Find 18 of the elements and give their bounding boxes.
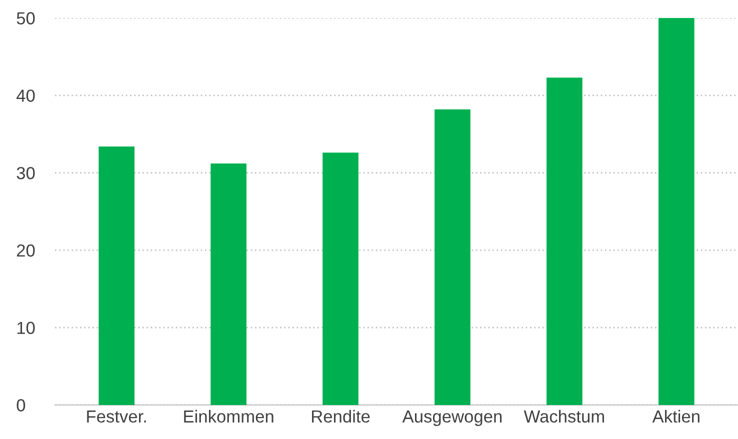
bar	[98, 146, 134, 405]
x-tick-label: Festver.	[87, 410, 146, 423]
y-tick-label: 40	[16, 90, 35, 102]
y-tick-label: 30	[16, 166, 35, 180]
x-tick-label: Ausgewogen	[402, 410, 502, 426]
bar	[210, 164, 246, 405]
y-tick-label: 20	[16, 244, 35, 257]
x-tick-label: Aktien	[652, 410, 700, 423]
bar	[434, 109, 470, 405]
bar	[546, 78, 582, 405]
y-tick-label: 10	[17, 322, 35, 334]
x-tick-label: Rendite	[312, 410, 370, 423]
y-tick-label: 0	[16, 399, 26, 412]
x-tick-label: Einkommen	[184, 410, 274, 423]
bar	[322, 152, 358, 405]
x-tick-label: Wachstum	[524, 410, 604, 423]
y-tick-label: 50	[16, 12, 35, 24]
bar	[658, 18, 694, 405]
